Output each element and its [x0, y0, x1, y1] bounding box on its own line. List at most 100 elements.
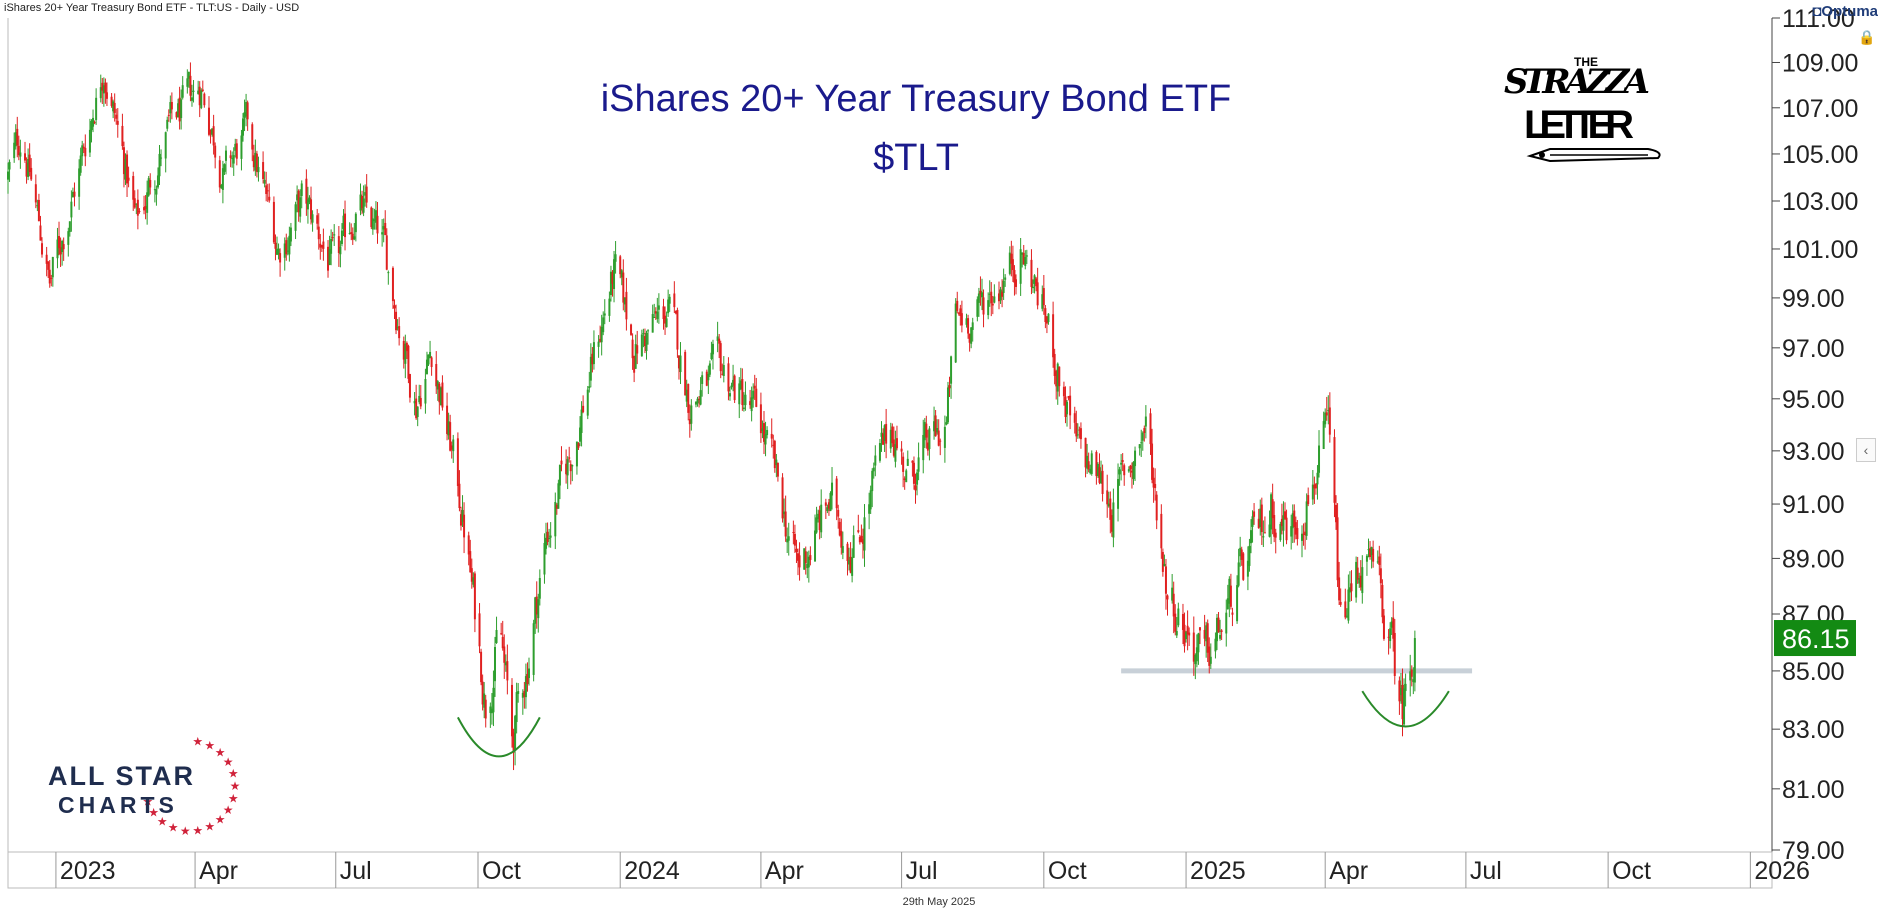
star-ring-icon: ★ ★★★★★★★★★★★★★★★ — [142, 735, 240, 838]
candle — [167, 109, 170, 122]
candle — [557, 479, 560, 509]
candle — [398, 317, 401, 346]
candle — [47, 261, 50, 278]
candle — [245, 93, 248, 127]
candle — [1285, 509, 1288, 545]
candle — [664, 306, 667, 335]
collapse-panel-chevron-icon[interactable]: ‹ — [1856, 438, 1876, 462]
candle — [685, 379, 688, 408]
candle — [1313, 476, 1316, 504]
y-tick-label: 103.00 — [1782, 188, 1858, 216]
candle — [27, 148, 30, 181]
candle — [1185, 630, 1188, 643]
candle — [435, 351, 438, 394]
candle — [418, 384, 421, 405]
candle — [45, 246, 48, 277]
candle — [667, 289, 670, 317]
candle — [1160, 504, 1163, 559]
star-icon: ★ — [148, 805, 159, 819]
candle — [351, 227, 354, 245]
candle — [781, 473, 784, 523]
candle — [1350, 570, 1353, 602]
candle — [589, 343, 592, 388]
candle — [1087, 452, 1090, 473]
candle — [1409, 654, 1412, 697]
candle — [1316, 465, 1319, 500]
candle — [814, 514, 817, 562]
candle — [749, 389, 752, 409]
candle — [599, 325, 602, 343]
candle — [524, 663, 527, 709]
star-icon: ★ — [215, 812, 226, 826]
candle — [732, 364, 735, 392]
candle — [993, 284, 996, 304]
candle — [997, 281, 1000, 310]
y-tick-label: 111.00 — [1782, 5, 1855, 33]
candle — [1032, 279, 1035, 293]
candle — [979, 276, 982, 306]
candle — [374, 201, 377, 230]
candle — [613, 250, 616, 303]
candle — [558, 464, 561, 500]
lock-icon[interactable]: 🔒 — [1858, 29, 1876, 45]
candle — [872, 462, 875, 479]
candle — [1338, 561, 1341, 605]
candle — [982, 289, 985, 328]
candle — [459, 506, 462, 531]
candle — [1209, 643, 1212, 669]
candle — [407, 344, 410, 384]
candle — [133, 190, 136, 209]
candle — [928, 426, 931, 461]
candle — [759, 392, 762, 443]
candle — [393, 299, 396, 320]
candle — [840, 518, 843, 555]
candle — [328, 235, 331, 266]
candle — [1144, 405, 1147, 439]
candle — [1358, 572, 1361, 588]
candle — [181, 76, 184, 100]
candle — [631, 333, 634, 370]
candle — [653, 303, 656, 319]
candle — [1106, 474, 1109, 518]
candle — [353, 222, 356, 241]
candle — [229, 150, 232, 168]
y-tick-label: 107.00 — [1782, 95, 1858, 123]
candle — [1195, 634, 1198, 668]
candle — [824, 498, 827, 519]
candle — [1154, 468, 1157, 501]
candle — [614, 241, 617, 274]
candle — [492, 670, 495, 727]
candle — [1079, 422, 1082, 449]
candle — [773, 439, 776, 473]
candle — [1100, 460, 1103, 484]
candle — [798, 542, 801, 581]
candle — [396, 319, 399, 331]
y-axis[interactable]: 79.0081.0083.0085.0087.0089.0091.0093.00… — [1772, 5, 1858, 865]
candle — [24, 141, 27, 163]
candle — [1062, 381, 1065, 406]
y-tick-label: 89.00 — [1782, 545, 1845, 573]
candle — [1163, 554, 1166, 567]
candle — [1127, 466, 1130, 473]
candle — [160, 149, 163, 167]
candle — [532, 619, 535, 682]
candle — [776, 462, 779, 482]
candle — [1197, 632, 1200, 665]
candle — [586, 386, 589, 420]
candle — [149, 173, 152, 195]
candle — [804, 546, 807, 575]
candle — [837, 504, 840, 529]
candle — [827, 498, 830, 516]
candle — [1257, 508, 1260, 529]
candle — [600, 314, 603, 356]
candle — [708, 360, 711, 378]
candle — [728, 386, 731, 401]
last-price-label: 86.15 — [1782, 624, 1850, 654]
x-axis[interactable]: 2023 Apr Jul Oct 2024 Apr Jul Oct 2025 Apr Jul Oct 2… — [55, 852, 1810, 888]
candle — [500, 622, 503, 636]
candle — [450, 441, 453, 459]
candle — [339, 240, 342, 268]
star-icon: ★ — [230, 779, 241, 793]
candle — [467, 531, 470, 566]
candle — [337, 226, 340, 267]
